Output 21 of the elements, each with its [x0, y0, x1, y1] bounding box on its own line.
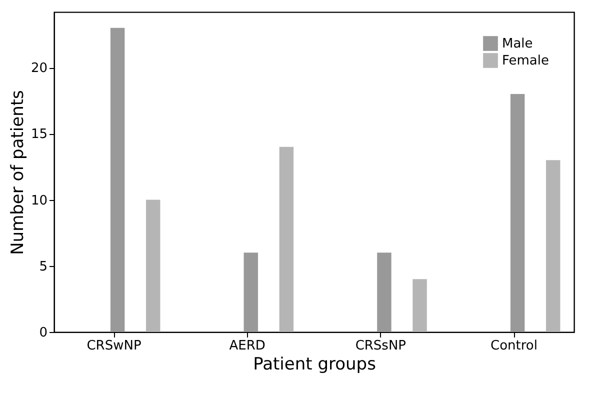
bar [546, 160, 560, 332]
bar [377, 252, 392, 332]
y-tick-label: 10 [30, 193, 48, 208]
legend-label: Male [502, 36, 533, 52]
bar [146, 200, 160, 332]
bar [244, 252, 258, 332]
x-tick-label: CRSsNP [355, 338, 406, 354]
x-tick-label: CRSwNP [86, 338, 142, 354]
bar [279, 146, 294, 332]
bar [510, 94, 525, 332]
y-tick-label: 5 [39, 259, 48, 274]
x-tick-label: Control [490, 338, 538, 354]
bar [110, 28, 125, 332]
x-axis-title: Patient groups [253, 354, 376, 374]
y-tick-label: 15 [30, 127, 48, 142]
y-tick-label: 20 [30, 61, 48, 76]
y-tick-label: 0 [39, 326, 48, 340]
y-axis-title: Number of patients [8, 90, 28, 255]
x-tick-label: AERD [229, 338, 266, 354]
legend-label: Female [502, 54, 550, 68]
bar [412, 279, 427, 332]
